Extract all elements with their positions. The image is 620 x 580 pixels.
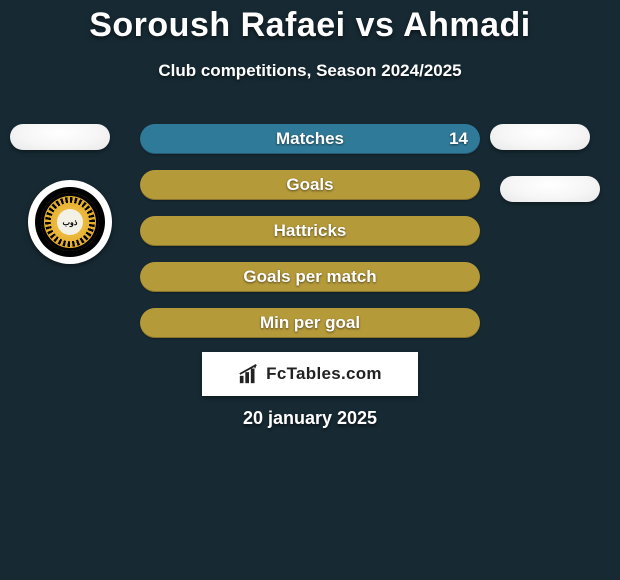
stat-row-goals: Goals bbox=[140, 170, 480, 200]
stat-row-min-per-goal: Min per goal bbox=[140, 308, 480, 338]
stat-label: Goals bbox=[286, 175, 333, 195]
stat-label: Hattricks bbox=[274, 221, 347, 241]
club-logo-center-text: ذوب bbox=[57, 209, 83, 235]
snapshot-date: 20 january 2025 bbox=[0, 408, 620, 429]
stat-value: 14 bbox=[449, 129, 468, 149]
player1-club-logo: ذوب bbox=[28, 180, 112, 264]
comparison-title: Soroush Rafaei vs Ahmadi bbox=[0, 0, 620, 45]
stats-block: Matches 14 Goals Hattricks Goals per mat… bbox=[140, 124, 480, 354]
stat-row-matches: Matches 14 bbox=[140, 124, 480, 154]
comparison-subtitle: Club competitions, Season 2024/2025 bbox=[0, 61, 620, 81]
stat-label: Min per goal bbox=[260, 313, 360, 333]
stat-row-goals-per-match: Goals per match bbox=[140, 262, 480, 292]
stat-label: Matches bbox=[276, 129, 344, 149]
fctables-watermark: FcTables.com bbox=[202, 352, 418, 396]
bars-icon bbox=[238, 363, 260, 385]
player1-pill bbox=[10, 124, 110, 150]
stat-label: Goals per match bbox=[243, 267, 376, 287]
fctables-text: FcTables.com bbox=[266, 364, 382, 384]
player2-pill-row1 bbox=[490, 124, 590, 150]
club-logo-ring: ذوب bbox=[35, 187, 105, 257]
stat-row-hattricks: Hattricks bbox=[140, 216, 480, 246]
player2-pill-row2 bbox=[500, 176, 600, 202]
club-logo-rays: ذوب bbox=[41, 193, 99, 251]
